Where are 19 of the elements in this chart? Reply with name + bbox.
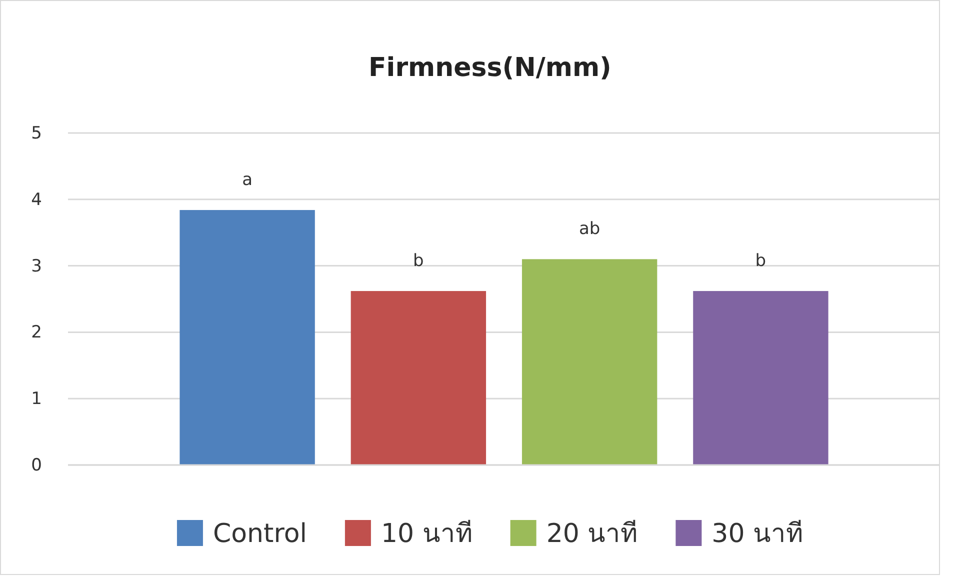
- bar: [180, 210, 315, 465]
- legend-label: 20 นาที: [546, 519, 638, 549]
- annotation: b: [413, 251, 424, 272]
- y-tick-label: 0: [31, 455, 42, 476]
- chart-title: Firmness(N/mm): [368, 53, 612, 83]
- bar: [693, 291, 828, 465]
- annotation: ab: [578, 219, 600, 240]
- legend-label: Control: [212, 519, 307, 549]
- bar: [350, 291, 486, 465]
- legend-label: 30 นาที: [712, 519, 804, 549]
- bar: [522, 259, 658, 465]
- y-tick-label: 3: [31, 256, 42, 276]
- y-tick-label: 1: [31, 389, 42, 410]
- y-tick-label: 4: [31, 190, 42, 210]
- y-tick-label: 5: [31, 123, 42, 144]
- y-tick-label: 2: [31, 322, 42, 343]
- legend-label: 10 นาที: [380, 519, 472, 549]
- annotation: b: [755, 251, 766, 272]
- annotation: a: [242, 170, 253, 190]
